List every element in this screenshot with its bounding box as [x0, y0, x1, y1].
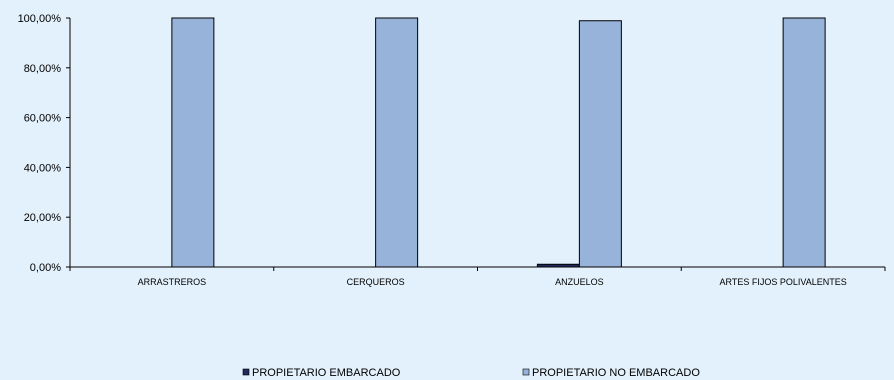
- legend-swatch: [522, 368, 530, 376]
- y-tick-label: 20,00%: [24, 212, 62, 224]
- bar-no-embarcado: [375, 17, 419, 268]
- y-tick-label: 100,00%: [18, 13, 62, 25]
- bars: [171, 17, 826, 268]
- y-tick-label: 40,00%: [24, 162, 62, 174]
- bar-embarcado: [536, 263, 580, 268]
- legend: PROPIETARIO EMBARCADO PROPIETARIO NO EMBA…: [242, 367, 700, 379]
- legend-label: PROPIETARIO NO EMBARCADO: [532, 367, 700, 379]
- y-axis: 0,00% 20,00% 40,00% 60,00% 80,00% 100,00%: [18, 13, 71, 274]
- y-tick-label: 80,00%: [24, 63, 62, 75]
- y-tick-label: 0,00%: [30, 262, 61, 274]
- x-tick-label: ARTES FIJOS POLIVALENTES: [720, 277, 847, 287]
- y-tick-label: 60,00%: [24, 113, 62, 125]
- x-tick-label: CERQUEROS: [347, 277, 405, 287]
- legend-swatch: [242, 368, 250, 376]
- x-tick-label: ANZUELOS: [555, 277, 604, 287]
- legend-label: PROPIETARIO EMBARCADO: [252, 367, 401, 379]
- bar-no-embarcado: [578, 20, 622, 268]
- bar-no-embarcado: [782, 17, 826, 268]
- bar-no-embarcado: [171, 17, 215, 268]
- x-tick-label: ARRASTREROS: [138, 277, 207, 287]
- x-axis: ARRASTREROS CERQUEROS ANZUELOS ARTES FIJOS …: [69, 266, 886, 287]
